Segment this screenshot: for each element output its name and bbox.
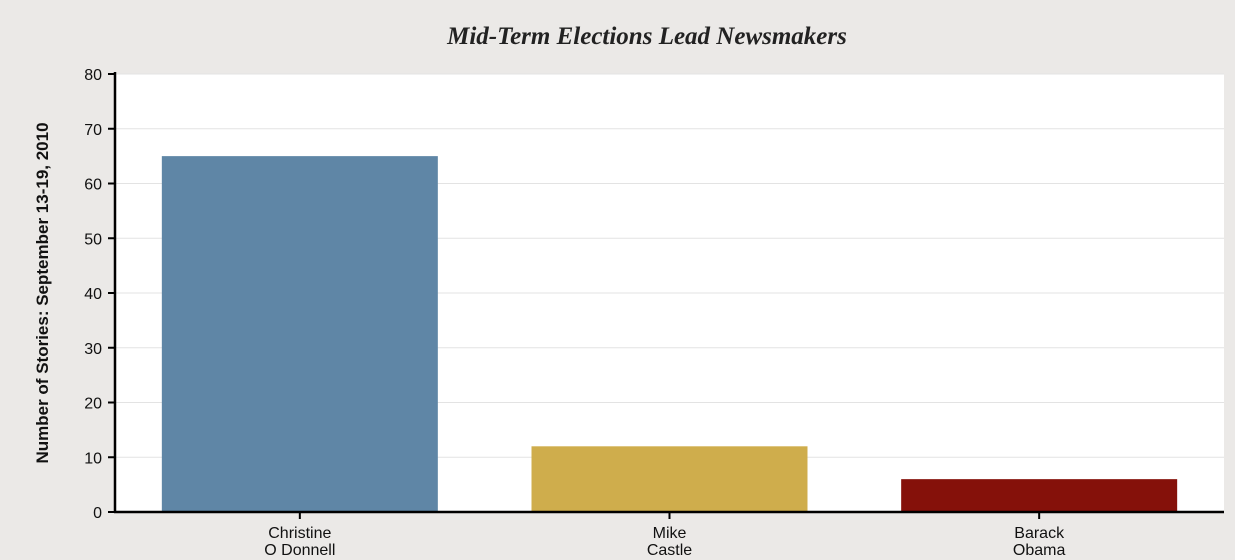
- category-label: O Donnell: [264, 542, 335, 559]
- y-axis-label: Number of Stories: September 13-19, 2010: [33, 122, 52, 463]
- chart-title: Mid-Term Elections Lead Newsmakers: [446, 23, 847, 50]
- category-label: Barack: [1014, 525, 1065, 542]
- bar: [901, 479, 1178, 512]
- category-label: Castle: [647, 542, 692, 559]
- y-tick-label: 0: [93, 505, 102, 522]
- axes: [108, 72, 1224, 519]
- bars: [161, 156, 1178, 512]
- bar: [161, 156, 438, 512]
- y-tick-label: 50: [84, 231, 102, 248]
- y-tick-labels: 0 10 20 30 40 50 60 70 80: [84, 67, 102, 522]
- category-label: Obama: [1013, 542, 1066, 559]
- y-tick-label: 60: [84, 177, 102, 194]
- y-tick-label: 80: [84, 67, 102, 84]
- y-tick-label: 70: [84, 122, 102, 139]
- category-label: Mike: [653, 525, 687, 542]
- y-tick-label: 20: [84, 396, 102, 413]
- y-tick-label: 10: [84, 450, 102, 467]
- category-label: Christine: [268, 525, 331, 542]
- y-tick-label: 40: [84, 286, 102, 303]
- bar: [531, 446, 808, 512]
- y-tick-label: 30: [84, 341, 102, 358]
